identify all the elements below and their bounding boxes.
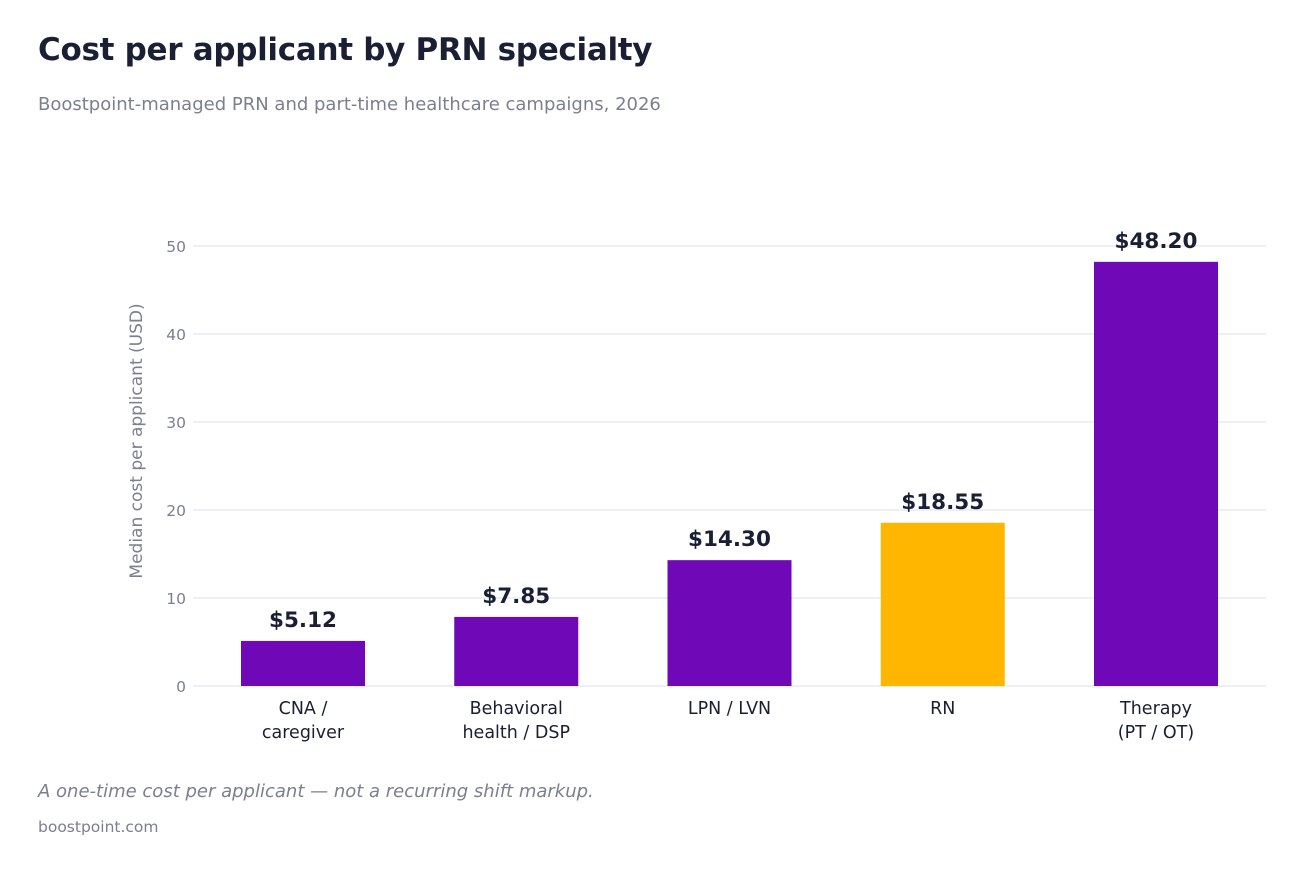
category-label: RN	[930, 699, 955, 719]
value-label: $18.55	[901, 490, 984, 515]
bars	[241, 261, 1218, 686]
category-labels: CNA / caregiver Behavioral health / DSP LPN …	[262, 699, 1194, 743]
y-tick-label: 50	[166, 238, 186, 256]
footnote: A one-time cost per applicant — not a re…	[38, 781, 594, 802]
bar	[880, 522, 1005, 686]
y-tick-label: 0	[176, 678, 186, 696]
category-label: Therapy (PT / OT)	[1118, 699, 1194, 743]
bar	[241, 640, 365, 686]
value-label: $5.12	[269, 608, 337, 633]
y-axis-label: Median cost per applicant (USD)	[127, 303, 147, 578]
source-text: boostpoint.com	[38, 818, 159, 836]
value-label: $7.85	[482, 584, 550, 609]
value-label: $48.20	[1115, 229, 1198, 254]
chart-title: Cost per applicant by PRN specialty	[38, 32, 653, 68]
value-label: $14.30	[688, 527, 771, 552]
bar	[454, 616, 579, 686]
y-tick-label: 30	[166, 414, 186, 432]
category-label: CNA / caregiver	[262, 699, 345, 743]
y-tick-label: 10	[166, 590, 186, 608]
bar	[667, 560, 792, 686]
value-labels: $5.12 $7.85 $14.30 $18.55 $48.20	[269, 229, 1197, 633]
category-label: LPN / LVN	[688, 699, 771, 719]
y-tick-label: 40	[166, 326, 186, 344]
y-tick-label: 20	[166, 502, 186, 520]
y-axis-ticks: 0 10 20 30 40 50	[166, 238, 186, 696]
category-label: Behavioral health / DSP	[462, 699, 570, 743]
bar	[1094, 261, 1218, 686]
chart-subtitle: Boostpoint-managed PRN and part-time hea…	[38, 94, 661, 115]
